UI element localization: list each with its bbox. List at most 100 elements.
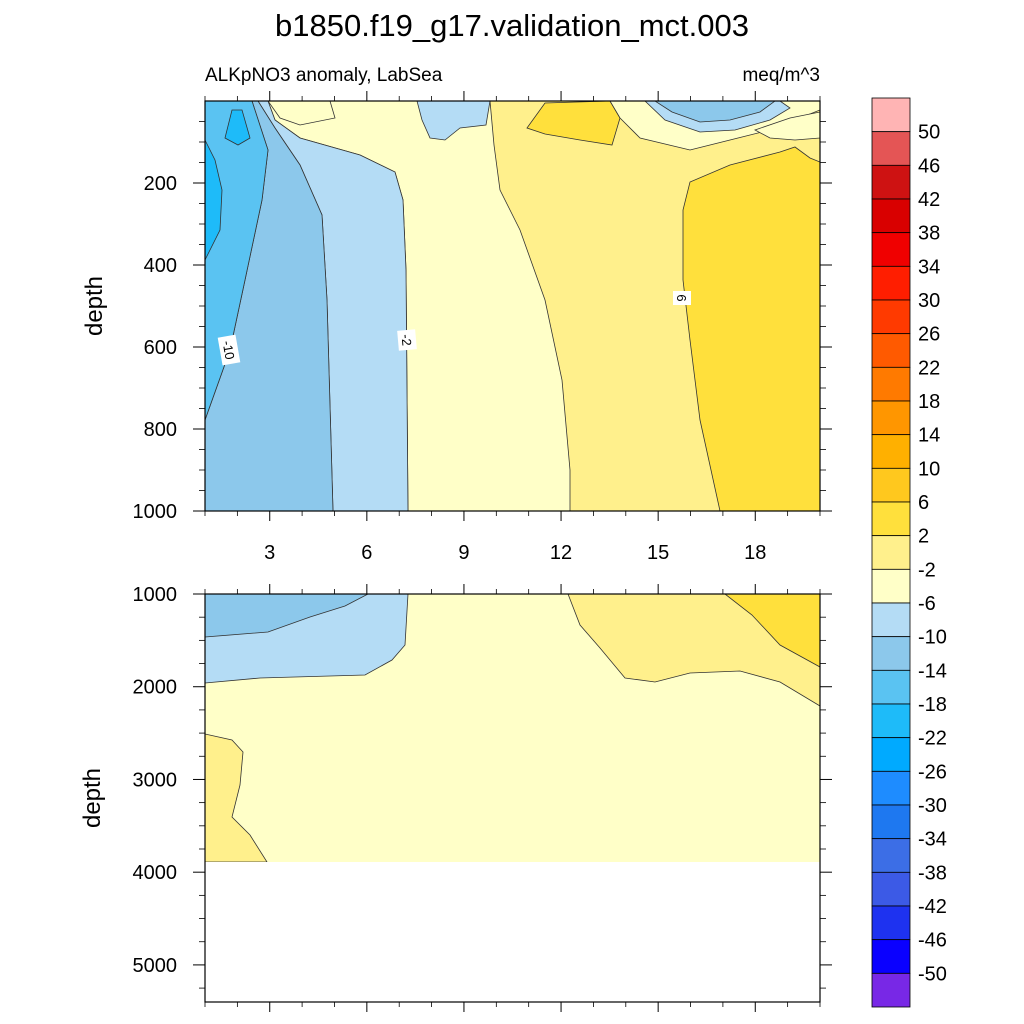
upper-y-ticks: 200 400 600 800 1000 xyxy=(133,121,832,523)
colorbar-swatch xyxy=(871,265,911,301)
x-tick-label: 12 xyxy=(550,542,572,564)
colorbar-label: -42 xyxy=(918,896,947,918)
lower-band-2-to-6-right xyxy=(567,594,820,707)
colorbar-swatch xyxy=(871,905,911,941)
colorbar-label: 6 xyxy=(918,492,929,514)
colorbar-label: -18 xyxy=(918,694,947,716)
colorbar-swatch xyxy=(871,97,911,133)
upper-band-minus18-to-minus14-top xyxy=(224,109,251,146)
y-tick-label: 600 xyxy=(144,337,177,359)
y-tick-label: 1000 xyxy=(133,584,178,606)
upper-y-axis-label: depth xyxy=(81,276,108,336)
panel-subtitle-right: meq/m^3 xyxy=(742,65,820,86)
colorbar-swatch xyxy=(871,636,911,671)
lower-no-data-region xyxy=(205,862,820,1002)
y-tick-label: 2000 xyxy=(133,677,178,699)
x-tick-label: 3 xyxy=(264,542,275,564)
colorbar-swatch xyxy=(871,333,911,368)
colorbar: 50 46 42 38 34 30 26 22 18 14 10 6 2 -2 -6 -10 -14 -18 -22… xyxy=(871,97,947,1008)
colorbar-label: -6 xyxy=(918,593,936,615)
colorbar-label: 30 xyxy=(918,290,940,312)
colorbar-label: 10 xyxy=(918,458,940,480)
colorbar-swatch xyxy=(871,737,911,772)
lower-y-ticks: 1000 2000 3000 4000 5000 xyxy=(133,584,832,989)
lower-band-2-to-6-left xyxy=(205,733,268,862)
contour-label-minus10: -10 xyxy=(219,340,237,361)
upper-contour-fill xyxy=(205,101,820,511)
x-tick-label: 6 xyxy=(361,542,372,564)
upper-band-minus18-to-minus14 xyxy=(205,139,223,261)
colorbar-label: 14 xyxy=(918,425,940,447)
colorbar-swatch xyxy=(871,838,911,873)
x-tick-label: 15 xyxy=(647,542,669,564)
colorbar-label: -10 xyxy=(918,627,947,649)
upper-panel: -10 -2 6 3 6 9 12 15 18 200 400 600 800 1000 dept… xyxy=(81,91,832,564)
colorbar-swatch xyxy=(871,602,911,638)
upper-band-minus2-to-2-top-left xyxy=(267,101,336,126)
lower-x-ticks xyxy=(204,584,821,1012)
colorbar-label: 22 xyxy=(918,357,940,379)
lower-y-axis-label: depth xyxy=(79,768,106,828)
colorbar-swatch xyxy=(871,434,911,469)
lower-band-6-to-10-corner xyxy=(724,594,820,668)
colorbar-swatch xyxy=(871,871,911,907)
colorbar-swatch xyxy=(871,164,911,200)
colorbar-swatch xyxy=(871,131,911,166)
y-tick-label: 800 xyxy=(144,419,177,441)
colorbar-swatch xyxy=(871,568,911,604)
colorbar-label: 50 xyxy=(918,122,940,144)
colorbar-swatch xyxy=(871,299,911,335)
y-tick-label: 4000 xyxy=(133,862,178,884)
colorbar-swatch xyxy=(871,669,911,705)
upper-band-minus6-to-minus2-top-mid xyxy=(416,101,491,141)
y-tick-label: 200 xyxy=(144,173,177,195)
colorbar-label: -2 xyxy=(918,559,936,581)
y-tick-label: 1000 xyxy=(133,501,178,523)
colorbar-label: -30 xyxy=(918,795,947,817)
colorbar-swatch xyxy=(871,535,911,570)
panel-subtitle-left: ALKpNO3 anomaly, LabSea xyxy=(205,65,443,86)
y-tick-label: 3000 xyxy=(133,769,178,791)
colorbar-label: 34 xyxy=(918,256,940,278)
colorbar-swatch xyxy=(871,804,911,840)
colorbar-swatch xyxy=(871,501,911,537)
colorbar-label: 18 xyxy=(918,391,940,413)
colorbar-swatch xyxy=(871,232,911,267)
colorbar-label: 46 xyxy=(918,155,940,177)
figure-title: b1850.f19_g17.validation_mct.003 xyxy=(275,8,749,43)
colorbar-swatch xyxy=(871,703,911,739)
colorbar-label: -50 xyxy=(918,963,947,985)
colorbar-label: -34 xyxy=(918,829,947,851)
colorbar-label: 26 xyxy=(918,324,940,346)
colorbar-label: 38 xyxy=(918,223,940,245)
upper-band-6-to-10-top xyxy=(526,101,621,146)
colorbar-label: 42 xyxy=(918,189,940,211)
colorbar-label: -14 xyxy=(918,660,947,682)
upper-band-6-to-10-right xyxy=(682,146,820,511)
lower-contour-fill xyxy=(205,594,820,862)
upper-x-ticks: 3 6 9 12 15 18 xyxy=(204,91,821,564)
lower-panel: 1000 2000 3000 4000 5000 depth xyxy=(79,584,832,1012)
y-tick-label: 5000 xyxy=(133,955,178,977)
contour-label-6: 6 xyxy=(674,294,689,301)
colorbar-swatch xyxy=(871,770,911,806)
colorbar-label: -26 xyxy=(918,761,947,783)
colorbar-label: -46 xyxy=(918,930,947,952)
colorbar-swatch xyxy=(871,972,911,1008)
colorbar-swatch xyxy=(871,400,911,436)
lower-band-minus10-to-minus6 xyxy=(205,594,369,638)
contour-label-minus2: -2 xyxy=(399,334,415,347)
lower-plot-frame xyxy=(204,593,821,1003)
colorbar-swatch xyxy=(871,939,911,974)
colorbar-label: 2 xyxy=(918,526,929,548)
colorbar-swatch xyxy=(871,366,911,402)
colorbar-label: -38 xyxy=(918,862,947,884)
x-tick-label: 18 xyxy=(744,542,766,564)
upper-band-minus2-to-2-topright-lens xyxy=(754,111,820,141)
upper-contour-labels: -10 -2 6 xyxy=(217,291,691,366)
colorbar-label: -22 xyxy=(918,728,947,750)
colorbar-swatch xyxy=(871,467,911,503)
y-tick-label: 400 xyxy=(144,255,177,277)
colorbar-swatch xyxy=(871,198,911,234)
